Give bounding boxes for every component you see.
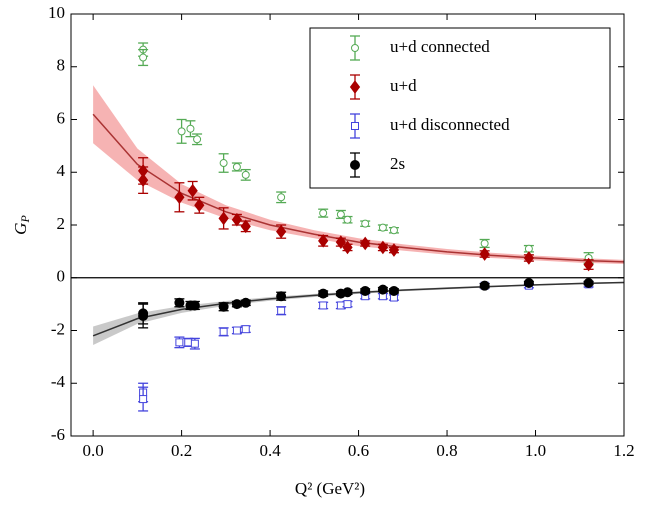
x-tick-label: 1.0 [525,441,546,460]
marker [241,170,250,179]
marker [342,240,353,255]
marker [174,190,185,205]
marker [360,236,371,251]
fit-line [92,113,625,263]
y-tick-label: 4 [57,161,66,180]
legend-marker [349,80,361,94]
fit-band [93,281,625,346]
marker [523,251,535,265]
marker [190,339,199,348]
legend-label: 2s [390,154,405,173]
marker [319,301,328,310]
legend-marker [351,122,359,130]
marker [388,243,400,257]
marker [479,280,490,291]
marker [139,53,148,62]
y-tick-label: -2 [51,319,65,338]
marker [378,223,387,232]
marker [219,327,228,336]
legend-box [309,27,611,189]
marker [336,301,345,310]
y-label-sub: P [18,215,32,224]
marker [189,300,200,311]
marker [343,300,352,309]
marker [276,224,287,239]
x-tick-label: 0.2 [171,441,192,460]
marker [377,240,389,255]
x-tick-label: 1.2 [613,441,634,460]
x-axis-label: Q² (GeV²) [295,479,365,498]
legend-marker [350,160,360,170]
marker [241,325,250,334]
y-tick-label: 6 [57,108,66,127]
legend-marker [351,44,359,52]
marker [218,211,229,226]
marker [184,338,193,347]
marker [479,247,490,261]
marker [318,233,329,248]
marker [177,127,186,136]
legend-label: u+d connected [390,37,490,56]
x-tick-label: 0.8 [436,441,457,460]
y-axis-label: GP [11,215,32,235]
marker [318,288,329,299]
marker [137,173,149,187]
marker [219,159,228,168]
marker [389,226,398,235]
marker [174,297,185,308]
x-tick-label: 0.6 [348,441,369,460]
y-tick-label: 0 [57,267,66,286]
y-label-main: G [11,223,30,235]
marker [232,162,241,171]
marker [480,239,489,248]
marker [138,310,149,321]
fit-line [92,281,625,337]
x-tick-label: 0.0 [82,441,103,460]
marker [193,135,202,144]
marker [583,257,594,272]
marker [342,287,353,298]
y-tick-label: 2 [57,214,66,233]
marker [523,278,534,289]
legend-label: u+d disconnected [390,115,510,134]
y-tick-label: -6 [51,425,65,444]
marker [232,326,241,335]
marker [277,306,286,315]
marker [377,284,388,295]
marker [335,235,346,249]
marker [360,285,371,296]
legend-label: u+d [390,76,417,95]
marker [388,285,399,296]
marker [276,291,287,302]
marker [361,219,370,228]
marker [240,297,251,308]
y-tick-label: 10 [48,3,65,22]
marker [231,299,242,310]
marker [139,395,148,404]
marker [187,183,198,198]
marker [194,198,205,213]
y-tick-label: 8 [57,56,66,75]
marker [186,124,195,133]
marker [277,193,286,202]
marker [240,219,251,234]
marker [218,301,229,312]
marker [319,209,328,218]
marker [175,338,184,347]
y-tick-label: -4 [51,372,66,391]
x-tick-label: 0.4 [259,441,281,460]
marker [231,212,243,227]
marker [343,215,352,224]
marker [583,278,594,289]
